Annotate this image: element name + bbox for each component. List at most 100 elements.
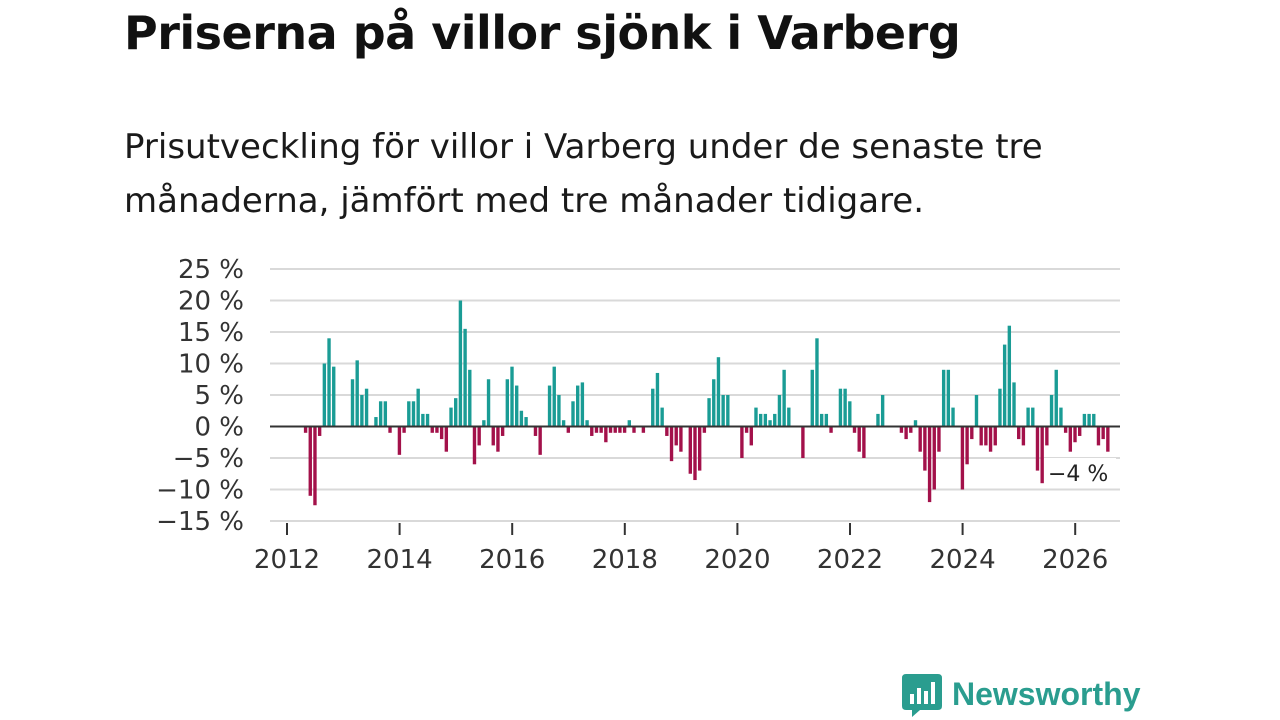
bar [693,426,697,481]
bar [402,426,406,433]
bar [468,369,472,427]
bar [364,388,369,427]
bar [927,426,932,503]
bar [547,385,552,427]
bar [421,413,425,427]
newsworthy-chart-bubble-icon [902,674,942,717]
bar [993,426,997,446]
bar [1026,407,1030,427]
y-gridlines [270,268,1120,522]
bar [585,420,589,427]
bar [632,426,636,433]
bar [679,426,683,452]
bar [491,426,495,446]
bar [941,369,946,427]
bar [716,357,721,427]
bar [308,426,312,496]
bar [819,413,824,427]
bar [744,426,749,433]
bar [383,401,388,427]
bar [960,426,965,490]
bar [810,369,814,427]
bar [979,426,983,446]
y-tick-label: −15 % [156,507,244,537]
bar [651,388,655,427]
bar [552,366,556,427]
bar [1078,426,1082,436]
bar [946,369,951,427]
y-tick-label: 15 % [178,318,244,348]
bar [740,426,744,458]
bar [1096,426,1101,446]
bar [1106,426,1110,452]
bar [425,413,430,427]
bar [721,395,725,427]
bar [604,426,608,443]
bar [313,426,317,506]
bar [951,407,955,427]
bar [486,379,491,427]
y-tick-label: 25 % [178,255,244,285]
bar [439,426,444,440]
bar [322,363,327,427]
bar [749,426,753,446]
bar [880,395,885,427]
bar [829,426,833,433]
bar [317,426,322,436]
bar [627,420,631,427]
bar [388,426,392,433]
bar [754,407,758,427]
bar [852,426,857,433]
bar [618,426,622,433]
bar [533,426,538,436]
bar [594,426,599,433]
bar [913,420,918,427]
bar [608,426,613,433]
bar [988,426,993,452]
bar [590,426,594,436]
y-tick-label: 0 % [194,413,244,443]
x-tick-label: 2018 [592,545,658,575]
bar [688,426,692,474]
bar [397,426,402,455]
bar [697,426,702,471]
bar [773,413,777,427]
y-tick-label: 5 % [194,381,244,411]
newsworthy-logo: Newsworthy [902,670,1140,718]
chart-title: Priserna på villor sjönk i Varberg [124,6,961,60]
bar [782,369,786,427]
bar [411,401,416,427]
y-tick-label: 20 % [178,287,244,317]
bar [435,426,439,433]
bar [1082,413,1087,427]
bar [332,366,336,427]
bar [1101,426,1105,440]
bar [1045,426,1049,446]
bar [712,379,716,427]
bar [566,426,570,433]
y-tick-label: 10 % [178,350,244,380]
bar [622,426,627,433]
bar [557,395,561,427]
bar [1092,413,1096,427]
bar [463,328,467,427]
bar [510,366,514,427]
bar [763,413,768,427]
x-tick-label: 2026 [1042,545,1108,575]
bar [984,426,988,446]
bar [726,395,730,427]
bar [876,413,880,427]
bar [669,426,674,462]
bar [862,426,866,458]
bar [538,426,542,455]
bar [374,417,378,427]
bar [454,398,458,427]
bar [641,426,646,433]
bar [1059,407,1063,427]
bar [519,410,524,427]
bar [787,407,791,427]
bar [904,426,908,440]
bar [848,401,852,427]
bar [580,382,585,427]
